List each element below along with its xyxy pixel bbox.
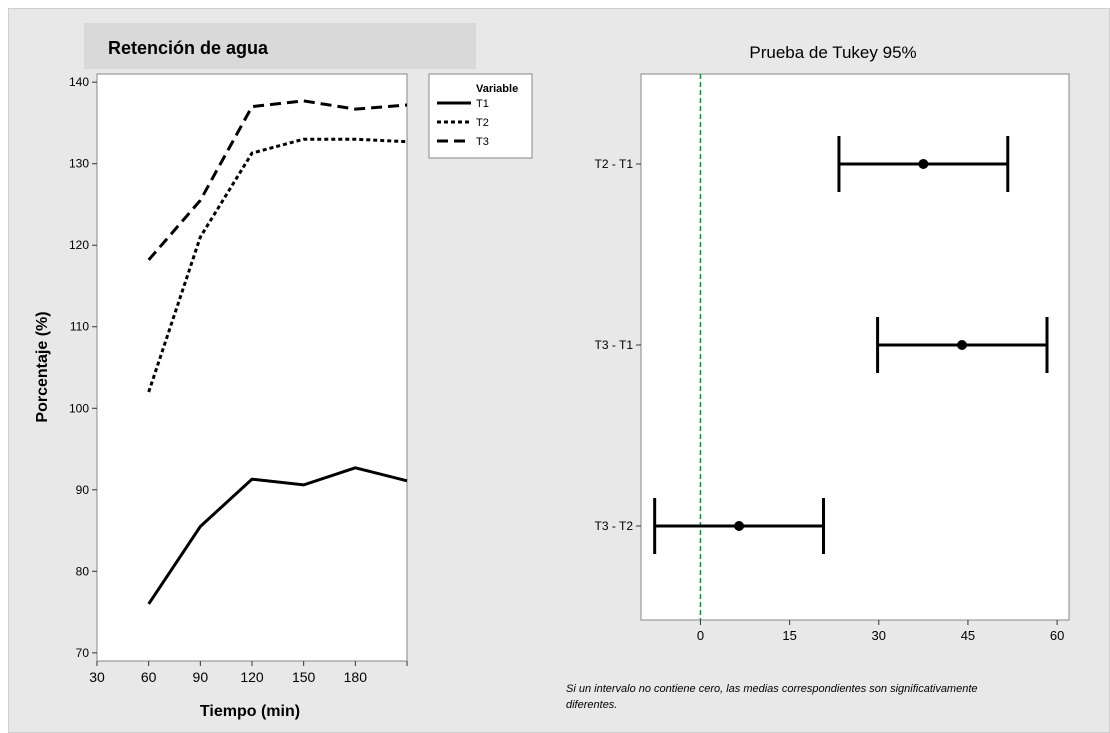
- line-chart-y-axis-title: Porcentaje (%): [34, 311, 51, 422]
- footnote-line: Si un intervalo no contiene cero, las me…: [566, 683, 978, 695]
- interval-row: T3 - T1: [595, 317, 1049, 373]
- y-tick-label: 120: [69, 238, 89, 252]
- legend-label-t3: T3: [476, 136, 489, 148]
- comparison-label: T2 - T1: [595, 157, 634, 171]
- interval-chart: 0 15 30 45 60 T2 - T1 T3 - T1 T3 - T2: [595, 74, 1064, 643]
- x-tick-label: 30: [872, 628, 886, 643]
- x-tick-label: 45: [961, 628, 975, 643]
- y-tick-label: 90: [76, 483, 90, 497]
- x-tick-label: 90: [193, 669, 209, 685]
- legend-label-t1: T1: [476, 98, 489, 110]
- x-tick-label: 15: [782, 628, 796, 643]
- y-tick-label: 70: [76, 646, 90, 660]
- x-tick-label: 60: [141, 669, 157, 685]
- y-tick-label: 80: [76, 564, 90, 578]
- y-tick-label: 130: [69, 157, 89, 171]
- legend-label-t2: T2: [476, 117, 489, 129]
- series-line-t3: [147, 99, 408, 261]
- y-tick-label: 100: [69, 401, 89, 415]
- interval-chart-title: Prueba de Tukey 95%: [749, 43, 916, 62]
- line-chart-title-box: [84, 23, 476, 69]
- x-tick-label: 180: [344, 669, 368, 685]
- interval-estimate-point: [957, 340, 967, 350]
- interval-estimate-point: [734, 521, 745, 531]
- series-line-t1: [147, 466, 408, 605]
- x-tick-label: 30: [89, 669, 105, 685]
- x-tick-label: 120: [240, 669, 264, 685]
- interval-row: T3 - T2: [595, 498, 825, 554]
- y-tick-label: 110: [70, 320, 89, 334]
- x-tick-label: 150: [292, 669, 316, 685]
- line-chart-x-axis-title: Tiempo (min): [200, 703, 300, 720]
- interval-estimate-point: [918, 159, 929, 169]
- footnote: Si un intervalo no contiene cero, las me…: [566, 683, 978, 711]
- x-tick-label: 60: [1050, 628, 1064, 643]
- interval-row: T2 - T1: [595, 136, 1010, 192]
- legend-items: T1 T2 T3: [437, 98, 489, 148]
- footnote-line: diferentes.: [566, 699, 617, 711]
- y-tick-label: 140: [69, 75, 89, 89]
- line-chart: 70 80 90 100 110 120 130 140 30 60 90 120 150 180: [69, 75, 408, 685]
- comparison-label: T3 - T2: [595, 519, 634, 533]
- legend-box: [428, 73, 533, 159]
- comparison-label: T3 - T1: [595, 338, 634, 352]
- series-line-t2: [147, 137, 408, 393]
- interval-chart-plot-area: [640, 73, 1070, 621]
- line-chart-title: Retención de agua: [108, 38, 269, 58]
- x-tick-label: 0: [697, 628, 704, 643]
- line-chart-plot-area: [96, 73, 408, 662]
- legend-title: Variable: [476, 83, 518, 95]
